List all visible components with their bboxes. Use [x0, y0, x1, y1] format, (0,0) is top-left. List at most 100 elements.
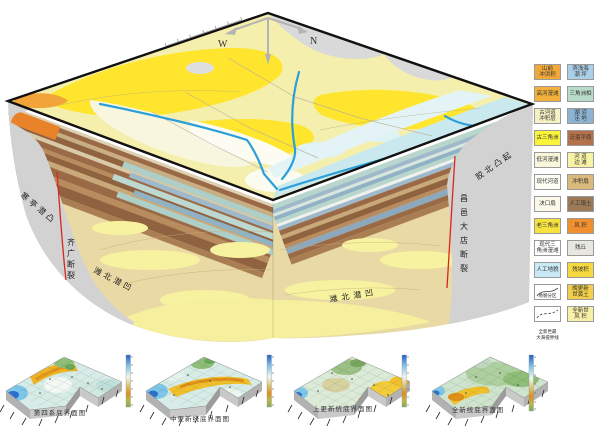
block-diagram: 寒亭潜凸 齐广断裂 潍北潜凹 潍北潜凹 昌邑大店断裂 胶北凸起 W N — [4, 11, 536, 342]
legend-item-rengongtiantu: 人工填土 — [567, 196, 594, 212]
legend-item-label: 风 积 — [574, 314, 587, 320]
legend-item-quanxinshifengji: 全新世风 积 — [567, 306, 594, 322]
subplot-1: 第四系底界面图 — [0, 354, 133, 427]
legend-item-label: 风 积 — [574, 223, 587, 229]
legend-item-label: 高河漫滩 — [536, 91, 559, 97]
legend-item-label: 晚更新 — [572, 286, 589, 292]
legend-item-label: 世黄土 — [572, 292, 589, 298]
fault-line-qiguang — [56, 171, 67, 281]
legend-item-shanqian: 山前 冲洪积 — [534, 64, 561, 80]
legend-item-label: 地貌分区 — [538, 293, 557, 298]
legend-item-zone-boundary: 地貌分区 — [534, 284, 561, 300]
subplot-3-colorbar — [401, 354, 409, 408]
legend-item-label: 边 滩 — [574, 160, 587, 166]
legend-item-gaohemantan: 高河漫滩 — [534, 86, 561, 102]
legend-item-label: 低河漫滩 — [536, 157, 559, 163]
subplot-1-colorbar — [125, 354, 133, 408]
legend-item-hedaobiantan: 河 道边 滩 — [567, 152, 594, 168]
legend-item-label: 湖 沼 — [574, 110, 587, 116]
legend-item-label: 人工填土 — [569, 201, 592, 207]
legend-item-sanjiaozhouxiang: 三角洲相 — [567, 86, 594, 102]
axis-ticks — [139, 389, 259, 427]
map-gray-area — [385, 54, 452, 81]
subplot-4-caption: 全新统底界面图 — [452, 405, 505, 414]
subplot-1-caption: 第四系底界面图 — [34, 408, 87, 417]
legend-item-fanlanpingyuan: 泛滥平原 — [567, 130, 594, 146]
legend-item-canpoji: 残坡积 — [567, 262, 594, 278]
subplot-strip: 第四系底界面图 中更新统底 — [0, 354, 549, 427]
legend-item-transgression-line — [534, 306, 561, 322]
legend-item-juekoushan: 决口扇 — [534, 196, 561, 212]
legend-item-xiandaisanjiaozhou: 现代三 角洲漫滩 — [534, 240, 561, 256]
subplot-4: 全新统底界面图 — [425, 354, 549, 427]
legend-item-dihemantan: 低河漫滩 — [534, 152, 561, 168]
compass: W N — [218, 17, 317, 65]
legend-item-label: 决口扇 — [539, 201, 556, 207]
legend-item-fengji: 风 积 — [567, 218, 594, 234]
subplot-4-colorbar — [528, 354, 536, 412]
axis-ticks — [0, 389, 119, 427]
legend-item-guhedao: 古河道 冲积层 — [534, 108, 561, 124]
fault-line-changyi-dadian — [446, 155, 456, 289]
legend-column-left: 山前 冲洪积 高河漫滩 古河道 冲积层 古三角洲 低河漫滩 现代河道 决口扇 老三角… — [534, 64, 561, 340]
legend-item-label: 古三角洲 — [536, 135, 559, 141]
legend-column-right: 滨浅海潮 坪 三角洲相 湖 沼洼 地 泛滥平原 河 道边 滩 冲积扇 人工填土 … — [567, 64, 594, 322]
legend-item-binqianhai: 滨浅海潮 坪 — [567, 64, 594, 80]
subplot-2-colorbar — [266, 354, 274, 408]
legend-item-label: 冲积层 — [539, 116, 556, 122]
legend-item-label: 潮 坪 — [574, 72, 587, 78]
bottom-stratum — [120, 298, 273, 342]
basement-left — [9, 122, 135, 340]
dashed-curve-symbol — [536, 309, 559, 319]
subplot-3-caption: 上更新统底界面图 — [313, 404, 373, 413]
legend-item-label: 残丘 — [574, 245, 586, 251]
subplot-2: 中更新统底界面图 — [139, 354, 274, 427]
legend-item-wangengxinshi: 晚更新 世黄土 — [567, 284, 594, 300]
sand-lens — [210, 242, 270, 258]
legend-item-label: 现代三 — [539, 242, 556, 248]
legend-item-label: 三角洲相 — [569, 91, 592, 97]
bottom-stratum — [273, 300, 430, 338]
left-face — [8, 101, 273, 342]
legend-item-label: 冲积扇 — [572, 179, 589, 185]
sand-lens — [92, 221, 148, 235]
sand-lens — [380, 251, 460, 269]
sand-lens — [100, 250, 200, 270]
solid-curve-symbol — [536, 287, 559, 297]
map-gray-area — [268, 13, 385, 60]
legend-item-label: 全新世 — [572, 308, 589, 314]
subplot-2-caption: 中更新统底界面图 — [170, 414, 230, 423]
map-border — [4, 11, 536, 202]
legend-item-label: 洼 地 — [574, 116, 587, 122]
legend-item-label: 残坡积 — [572, 267, 589, 273]
legend-item-label: 老三角洲 — [536, 223, 559, 229]
basement-right — [447, 104, 533, 328]
legend-caption-line: 全新世最 — [538, 329, 557, 334]
legend-item-xiandaihedao: 现代河道 — [534, 174, 561, 190]
legend-item-label: 古河道 — [539, 110, 556, 116]
legend-item-label: 角洲漫滩 — [536, 248, 559, 254]
compass-north-label: N — [310, 36, 317, 47]
label-qiguang-fault: 齐广断裂 — [67, 237, 76, 282]
legend-item-gusanjiaozhou: 古三角洲 — [534, 130, 561, 146]
legend-item-canqiu: 残丘 — [567, 240, 594, 256]
legend-transgression-caption: 全新世最 大海侵界线 — [534, 329, 561, 340]
right-face — [273, 104, 533, 339]
legend-item-label: 现代河道 — [536, 179, 559, 185]
legend-item-label: 冲洪积 — [539, 72, 556, 78]
legend-caption-line: 大海侵界线 — [536, 334, 559, 340]
legend-item-label: 河 道 — [574, 154, 587, 160]
legend-item-chongjishan: 冲积扇 — [567, 174, 594, 190]
legend-item-label: 人工地貌 — [536, 267, 559, 273]
legend-item-rengongdimao: 人工地貌 — [534, 262, 561, 278]
scale-bar — [164, 16, 243, 47]
compass-west-label: W — [218, 39, 228, 50]
label-changyi-dadian-fault: 昌邑大店断裂 — [460, 194, 469, 278]
sand-lens — [342, 238, 398, 252]
legend-item-laosanjiaozhou: 老三角洲 — [534, 218, 561, 234]
sand-lens — [285, 280, 395, 300]
subplot-3: 上更新统底界面图 — [287, 354, 411, 427]
legend-item-label: 山前 — [541, 66, 553, 72]
legend-item-label: 滨浅海 — [572, 66, 589, 72]
